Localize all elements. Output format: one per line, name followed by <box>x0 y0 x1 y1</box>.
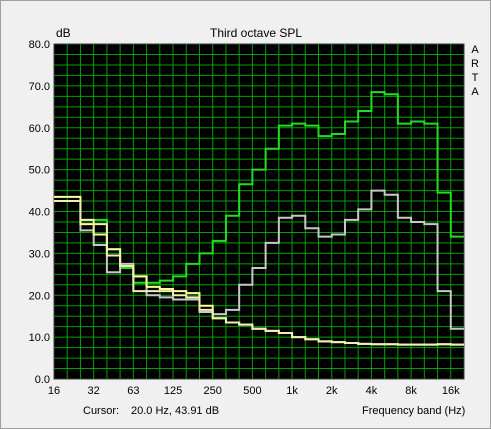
y-tick-label: 20.0 <box>29 290 50 302</box>
x-tick-label: 250 <box>204 385 222 397</box>
cursor-readout: 20.0 Hz, 43.91 dB <box>131 405 220 417</box>
x-tick-label: 2k <box>326 385 338 397</box>
x-tick-label: 32 <box>88 385 100 397</box>
side-label-letter: A <box>471 86 479 98</box>
grid-layer <box>53 43 465 380</box>
series-light-line <box>54 200 464 346</box>
chart-title: Third octave SPL <box>210 26 303 40</box>
y-tick-label: 30.0 <box>29 248 50 260</box>
side-label-letter: T <box>471 72 479 84</box>
y-tick-label: 70.0 <box>29 81 50 93</box>
y-tick-label: 80.0 <box>29 39 50 51</box>
tick-layer: 0.0 10.0 20.0 30.0 40.0 50.0 60.0 70.0 80.0 16 32 6… <box>29 39 461 397</box>
x-tick-label: 63 <box>127 385 139 397</box>
series-gray-line <box>54 189 464 330</box>
spl-chart[interactable]: 0.0 10.0 20.0 30.0 40.0 50.0 60.0 70.0 80.0 16 32 6… <box>0 0 491 400</box>
series-layer <box>54 91 464 346</box>
cursor-label: Cursor: <box>83 405 120 417</box>
x-tick-label: 4k <box>366 385 378 397</box>
plot-border <box>53 43 465 380</box>
x-tick-label: 500 <box>243 385 261 397</box>
y-tick-label: 50.0 <box>29 165 50 177</box>
side-label-letter: A <box>471 44 479 56</box>
y-tick-label: 40.0 <box>29 207 50 219</box>
x-axis-label: Frequency band (Hz) <box>362 405 466 417</box>
x-tick-label: 1k <box>286 385 298 397</box>
y-tick-label: 60.0 <box>29 123 50 135</box>
y-tick-label: 10.0 <box>29 332 50 344</box>
y-unit-label: dB <box>56 26 71 40</box>
x-tick-label: 8k <box>405 385 417 397</box>
x-tick-label: 125 <box>164 385 182 397</box>
x-tick-label: 16 <box>48 385 60 397</box>
x-tick-label: 16k <box>442 385 460 397</box>
y-tick-label: 0.0 <box>35 374 50 386</box>
side-label-letter: R <box>471 58 479 70</box>
